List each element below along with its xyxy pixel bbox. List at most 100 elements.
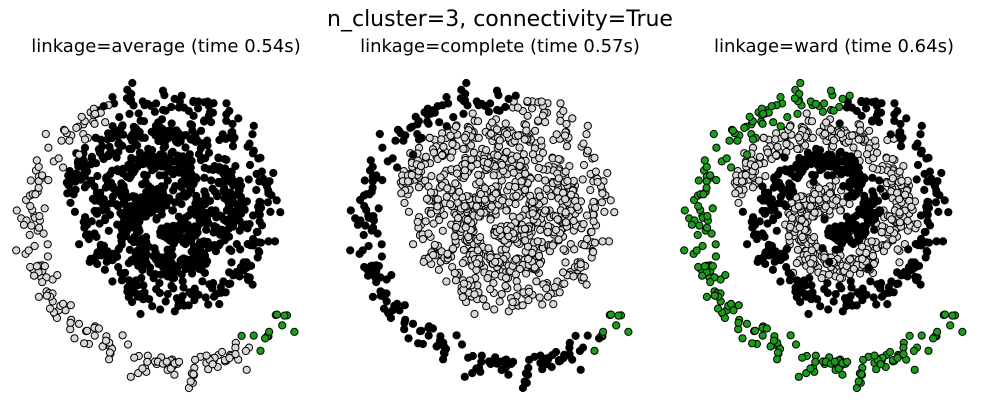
scatter-point-light: [473, 117, 483, 126]
scatter-point-light: [534, 251, 544, 261]
scatter-point-black: [916, 280, 925, 289]
scatter-point-black: [820, 215, 829, 224]
scatter-point-black: [786, 169, 796, 178]
scatter-point-light: [502, 225, 511, 235]
scatter-point-black: [881, 192, 890, 201]
scatter-point-black: [504, 94, 513, 104]
scatter-point-black: [167, 119, 176, 128]
scatter-point-light: [105, 355, 114, 364]
scatter-point-light: [810, 233, 819, 242]
scatter-point-light: [70, 334, 79, 343]
scatter-point-black: [264, 237, 273, 246]
scatter-point-black: [227, 218, 237, 227]
scatter-point-light: [474, 170, 483, 179]
scatter-point-black: [369, 223, 378, 232]
scatter-point-black: [190, 296, 199, 305]
scatter-point-black: [862, 197, 871, 207]
scatter-point-green: [706, 171, 715, 180]
scatter-point-black: [152, 285, 161, 294]
scatter-point-light: [511, 270, 520, 279]
scatter-point-light: [871, 136, 880, 145]
scatter-point-black: [492, 86, 502, 95]
scatter-point-green: [599, 327, 608, 336]
scatter-point-black: [135, 148, 144, 157]
scatter-point-black: [208, 284, 217, 293]
scatter-point-green: [885, 347, 895, 357]
scatter-point-black: [365, 190, 374, 199]
scatter-point-light: [794, 202, 803, 211]
scatter-point-green: [711, 240, 720, 249]
scatter-point-green: [738, 334, 747, 343]
scatter-point-light: [491, 189, 500, 198]
scatter-point-light: [591, 167, 601, 176]
scatter-point-light: [458, 293, 467, 302]
scatter-point-light: [44, 176, 53, 185]
scatter-point-black: [576, 365, 585, 374]
scatter-point-light: [519, 150, 528, 159]
scatter-point-light: [74, 319, 84, 328]
scatter-point-light: [582, 130, 591, 139]
scatter-point-light: [560, 279, 569, 288]
scatter-point-light: [429, 219, 438, 228]
scatter-point-green: [722, 154, 731, 163]
scatter-point-light: [559, 268, 568, 277]
scatter-point-green: [909, 346, 919, 356]
scatter-point-black: [124, 293, 133, 302]
scatter-point-black: [75, 240, 84, 249]
scatter-point-black: [864, 263, 873, 272]
scatter-point-light: [561, 218, 571, 227]
scatter-point-light: [512, 152, 522, 161]
scatter-point-light: [59, 299, 68, 308]
scatter-point-black: [823, 171, 832, 180]
scatter-point-black: [79, 217, 88, 226]
scatter-point-black: [109, 249, 118, 258]
scatter-point-black: [394, 126, 403, 135]
scatter-point-black: [163, 160, 173, 169]
scatter-point-green: [725, 136, 734, 145]
scatter-point-light: [448, 139, 457, 149]
scatter-point-black: [536, 351, 545, 360]
scatter-point-black: [168, 130, 177, 139]
scatter-point-light: [66, 318, 75, 327]
scatter-point-green: [702, 183, 711, 192]
scatter-point-black: [920, 185, 929, 195]
scatter-point-black: [457, 340, 467, 349]
scatter-point-light: [567, 190, 576, 199]
scatter-point-black: [248, 280, 257, 289]
scatter-point-black: [177, 199, 186, 209]
scatter-point-black: [266, 207, 275, 216]
scatter-point-light: [191, 355, 200, 364]
scatter-point-black: [927, 177, 936, 187]
scatter-point-black: [207, 176, 216, 185]
scatter-point-black: [87, 152, 97, 161]
scatter-point-light: [895, 167, 904, 176]
scatter-point-black: [150, 244, 159, 253]
scatter-point-black: [142, 233, 151, 242]
scatter-point-light: [424, 229, 433, 238]
scatter-point-light: [903, 216, 912, 225]
scatter-point-green: [924, 346, 933, 355]
scatter-point-black: [770, 173, 779, 182]
scatter-point-light: [118, 331, 127, 340]
scatter-point-light: [413, 217, 422, 226]
scatter-point-black: [227, 208, 236, 217]
scatter-point-black: [816, 302, 825, 311]
scatter-point-black: [126, 202, 135, 211]
scatter-point-black: [374, 262, 383, 271]
scatter-point-black: [158, 125, 168, 134]
scatter-point-light: [895, 208, 904, 217]
scatter-point-black: [831, 160, 841, 169]
scatter-point-black: [372, 171, 381, 180]
scatter-point-black: [862, 209, 871, 218]
scatter-point-light: [820, 129, 830, 138]
scatter-point-green: [783, 113, 792, 122]
scatter-point-black: [417, 326, 426, 335]
scatter-point-black: [150, 107, 159, 116]
scatter-point-green: [758, 331, 767, 340]
scatter-point-light: [512, 255, 521, 264]
scatter-point-black: [244, 175, 253, 184]
scatter-point-black: [276, 208, 285, 217]
scatter-point-black: [181, 161, 190, 170]
scatter-point-light: [589, 217, 598, 226]
scatter-point-green: [742, 319, 752, 328]
